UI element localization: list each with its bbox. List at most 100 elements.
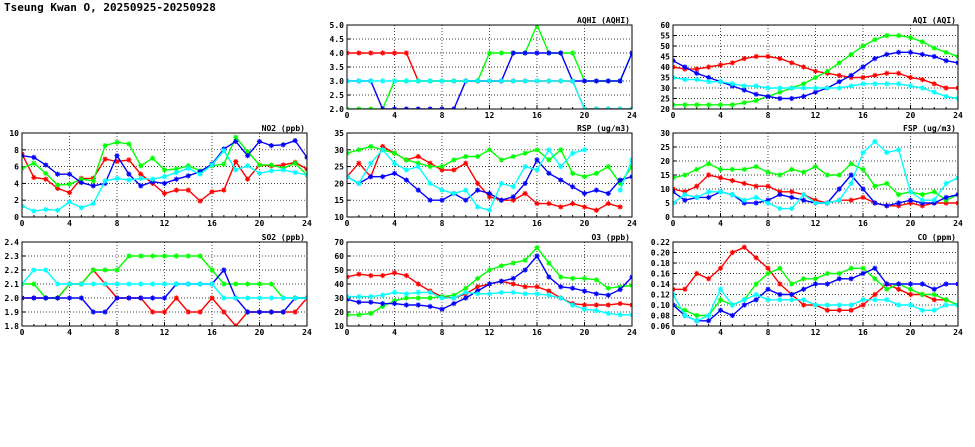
y-tick-label: 35 [660,74,670,83]
data-point [717,286,724,292]
x-tick-label: 20 [580,219,590,228]
data-point [102,267,108,273]
data-point [943,180,949,186]
data-point [368,50,374,56]
data-point [78,281,84,287]
data-point [617,177,623,183]
data-point [233,158,239,165]
y-tick-label: 1.8 [5,322,20,331]
data-point [884,32,890,39]
data-point [522,291,528,297]
data-point [498,157,504,163]
data-point [570,184,576,190]
x-tick-label: 16 [532,111,542,120]
data-point [931,45,937,51]
data-point [173,176,179,182]
series-group [22,134,307,214]
plot-frame [672,241,959,327]
data-point [896,70,902,76]
data-point [801,197,807,203]
y-tick-label: 4.0 [330,49,345,58]
data-point [836,302,842,308]
data-point [860,265,866,271]
data-point [694,312,700,319]
data-point [717,62,724,68]
data-point [812,281,819,287]
data-point [43,170,49,176]
data-point [860,302,866,308]
x-tick-label: 16 [532,219,542,228]
data-point [931,189,937,195]
data-point [475,284,481,290]
data-point [777,85,783,91]
data-point [403,50,409,56]
x-tick-label: 0 [671,219,676,228]
data-point [765,169,771,175]
data-point [510,184,516,190]
data-point [570,285,576,291]
data-point [801,302,807,308]
data-point [884,297,890,303]
data-point [753,91,759,97]
data-point [581,190,588,197]
y-tick-label: 15 [660,171,670,180]
data-point [138,281,144,287]
data-point [510,197,516,203]
data-point [919,200,925,206]
y-tick-label: 25 [334,163,344,172]
data-point [161,281,168,287]
data-point [729,102,735,108]
y-tick-label: 10 [334,322,344,331]
data-point [221,309,227,315]
data-point [907,189,914,195]
y-tick-label: 0.16 [651,270,670,279]
data-point [427,303,433,309]
data-point [860,74,866,81]
data-point [498,50,504,56]
x-tick-label: 4 [718,219,723,228]
data-point [801,64,807,70]
data-point [439,78,445,84]
data-point [439,187,445,193]
y-tick-label: 40 [660,63,670,72]
data-point [403,167,409,173]
y-tick-label: 0.22 [651,238,670,247]
data-point [233,295,239,301]
y-tick-label: 1.9 [5,308,20,317]
data-point [682,102,688,108]
data-point [280,309,286,315]
data-point [729,312,735,319]
data-point [741,180,747,186]
data-point [451,157,457,163]
data-point [173,187,179,193]
data-point [268,168,274,174]
data-point [451,167,457,173]
series-line [347,148,632,212]
data-point [777,281,783,287]
data-point [801,85,807,91]
data-point [765,85,771,91]
data-point [860,64,866,70]
data-point [126,171,132,177]
data-point [256,309,263,315]
x-tick-label: 16 [858,219,868,228]
y-tick-label: 30 [660,129,670,138]
x-tick-label: 4 [718,328,723,337]
x-tick-label: 0 [20,219,25,228]
x-tick-label: 4 [67,219,72,228]
data-point [463,295,469,301]
data-point [753,194,759,200]
chart-title: SO2 (ppb) [262,233,305,242]
data-point [741,87,747,93]
data-point [581,174,588,180]
data-point [415,164,421,170]
data-point [717,102,724,108]
data-point [694,270,700,277]
data-point [233,281,239,287]
x-tick-label: 8 [766,328,771,337]
data-point [896,49,902,55]
y-tick-label: 2.5 [330,91,345,100]
data-point [256,138,263,144]
